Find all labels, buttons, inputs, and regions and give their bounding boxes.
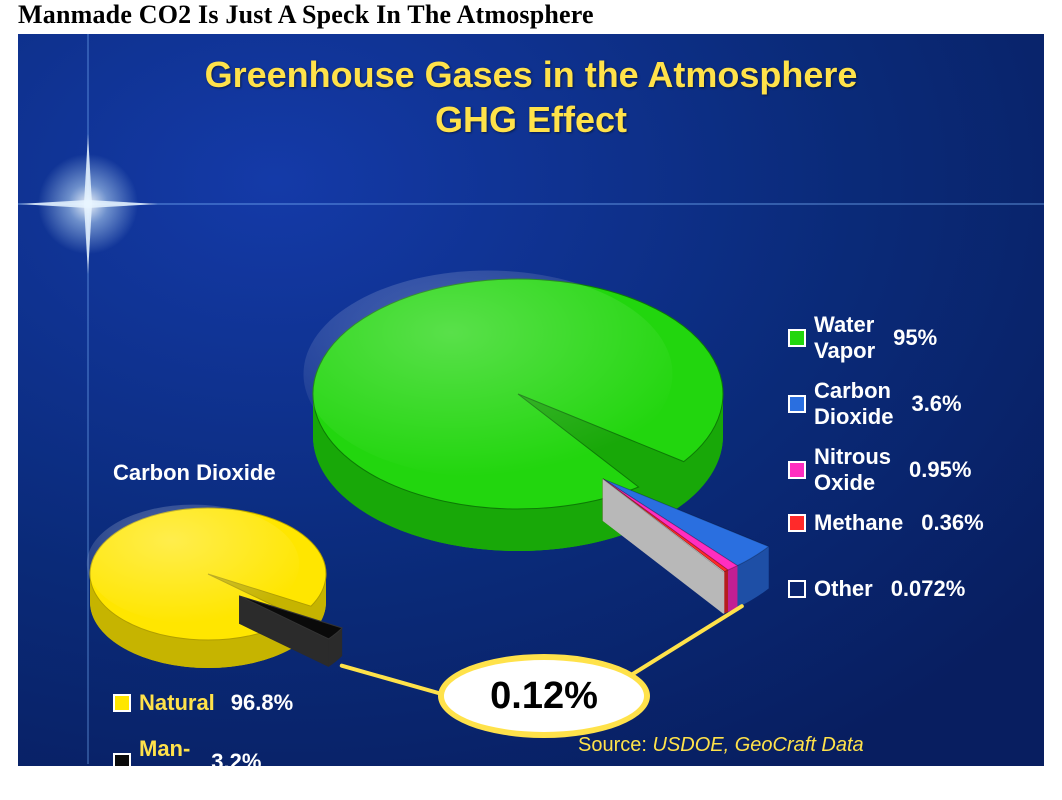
callout-bubble: 0.12%	[438, 654, 650, 738]
slide-area: Greenhouse Gases in the Atmosphere GHG E…	[18, 34, 1044, 766]
legend-pct: 0.36%	[921, 510, 983, 536]
legend-swatch	[788, 514, 806, 532]
legend-swatch	[788, 461, 806, 479]
source-text: USDOE, GeoCraft Data	[653, 734, 864, 756]
legend-label: Man-Made	[139, 736, 195, 766]
source-label: Source:	[578, 734, 647, 756]
legend-swatch	[113, 694, 131, 712]
legend-label: Nitrous Oxide	[814, 444, 891, 496]
legend-swatch	[788, 329, 806, 347]
source-line: Source: USDOE, GeoCraft Data	[578, 734, 864, 757]
legend-item-methane: Methane 0.36%	[788, 510, 984, 536]
chart-title: Greenhouse Gases in the Atmosphere GHG E…	[18, 52, 1044, 142]
legend-pct: 95%	[893, 325, 937, 351]
legend-pct: 3.6%	[911, 391, 961, 417]
legend-label: Carbon Dioxide	[814, 378, 893, 430]
legend-swatch	[788, 580, 806, 598]
legend-swatch	[788, 395, 806, 413]
legend-label: Methane	[814, 510, 903, 536]
legend-item-nitrous_oxide: Nitrous Oxide 0.95%	[788, 444, 971, 496]
legend-label: Water Vapor	[814, 312, 875, 364]
legend-item-water_vapor: Water Vapor 95%	[788, 312, 937, 364]
page-headline: Manmade CO2 Is Just A Speck In The Atmos…	[18, 0, 594, 30]
legend-item-carbon_dioxide: Carbon Dioxide 3.6%	[788, 378, 962, 430]
legend-label: Other	[814, 576, 873, 602]
legend-pct: 0.95%	[909, 457, 971, 483]
legend-swatch	[113, 753, 131, 766]
legend-label: Natural	[139, 690, 215, 716]
chart-title-line2: GHG Effect	[18, 97, 1044, 142]
legend-pct: 96.8%	[231, 690, 293, 716]
legend-item-other: Other 0.072%	[788, 576, 965, 602]
legend-pct: 0.072%	[891, 576, 966, 602]
sub-pie-title: Carbon Dioxide	[113, 460, 276, 486]
sub-legend-item-man_made: Man-Made 3.2%	[113, 736, 261, 766]
callout-text: 0.12%	[490, 675, 598, 718]
chart-title-line1: Greenhouse Gases in the Atmosphere	[18, 52, 1044, 97]
sub-legend-item-natural: Natural 96.8%	[113, 690, 293, 716]
legend-pct: 3.2%	[211, 749, 261, 766]
